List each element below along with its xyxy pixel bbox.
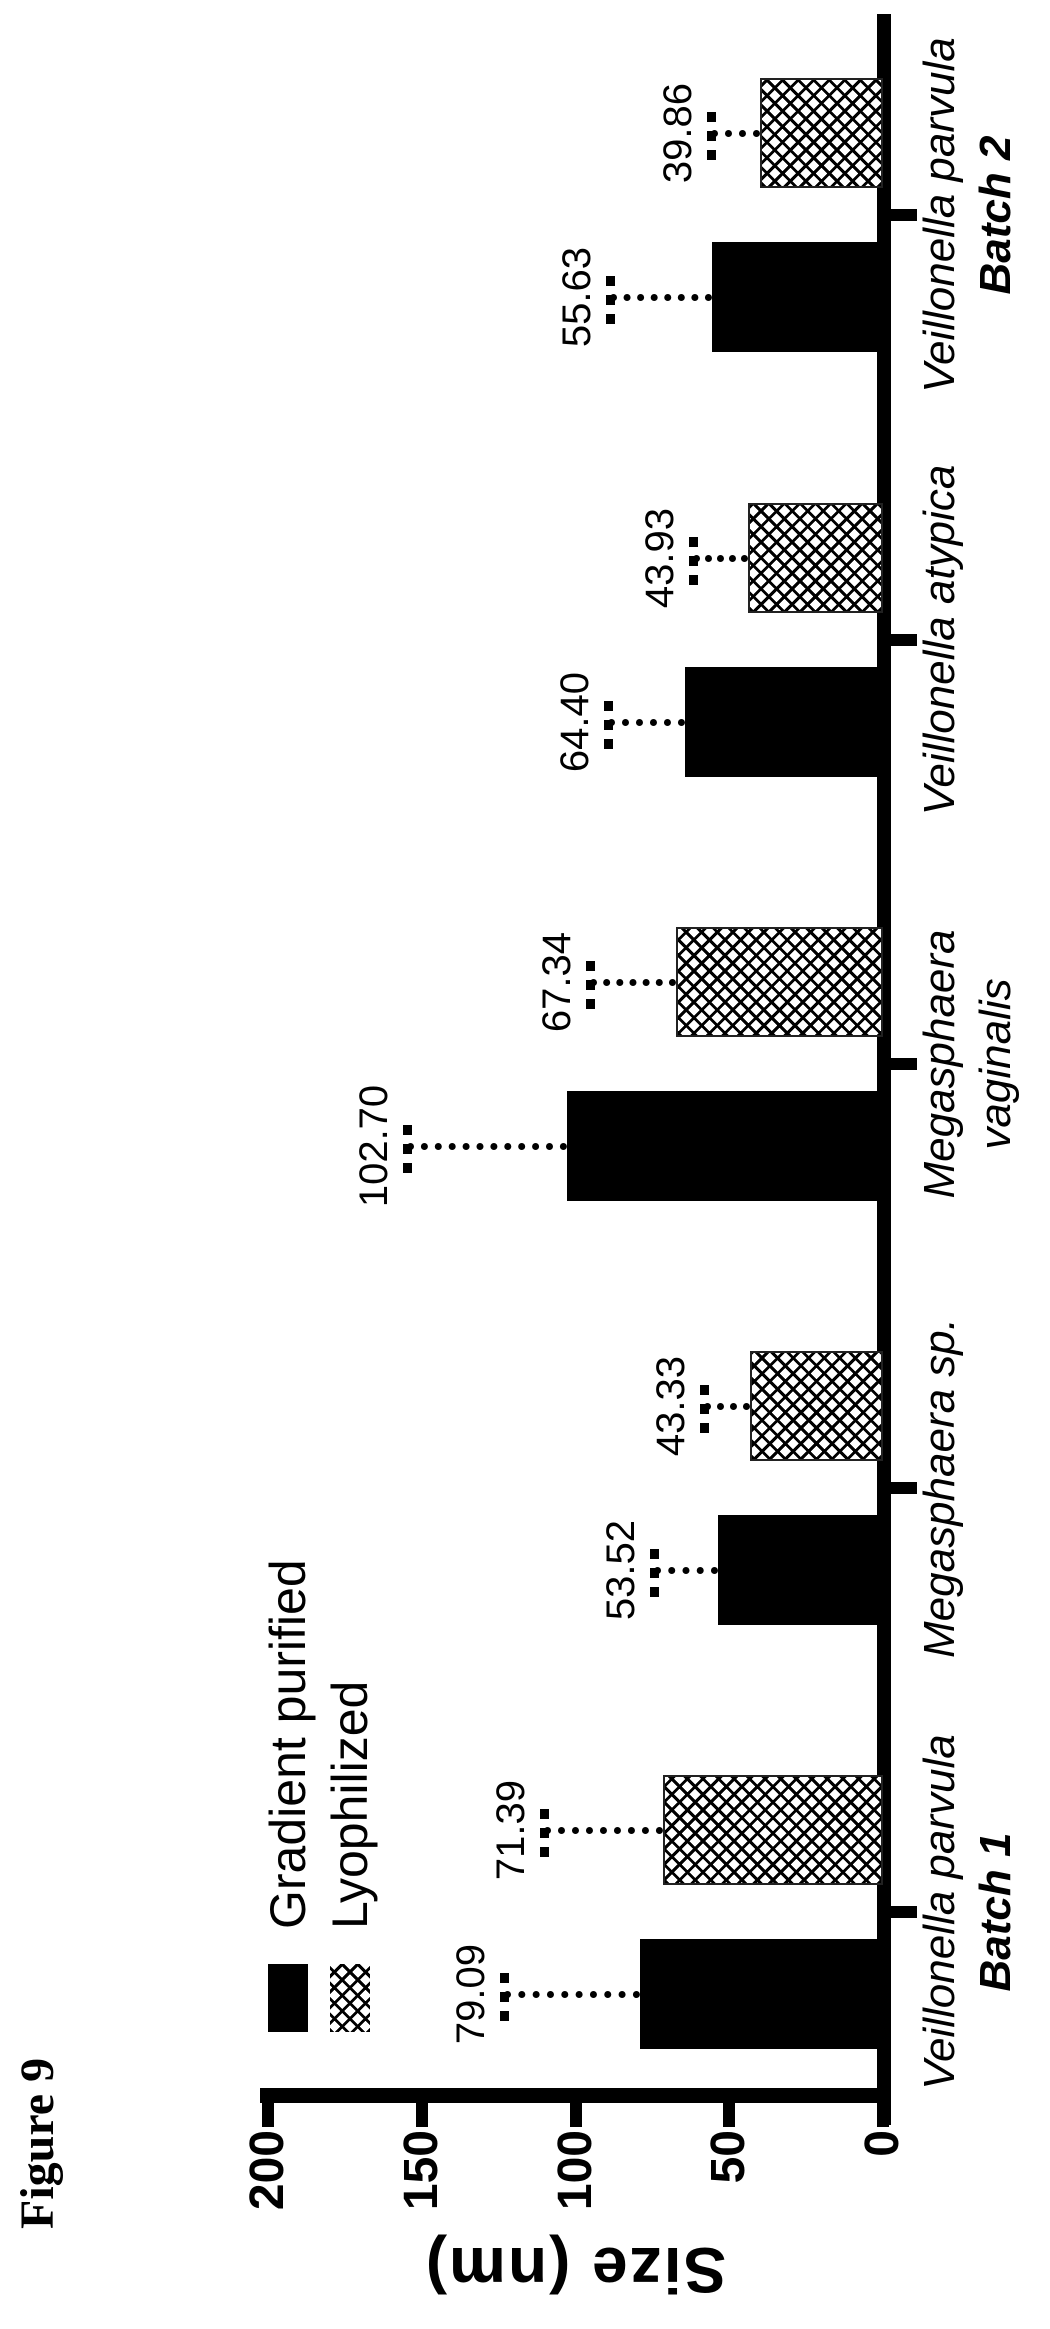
bar xyxy=(684,667,883,777)
bar xyxy=(663,1775,883,1885)
error-bar-cap xyxy=(707,106,717,160)
category-label-line2: Batch 1 xyxy=(971,1832,1020,1992)
error-bar xyxy=(504,1991,640,1998)
category-label-line1: Megasphaera xyxy=(915,929,964,1199)
value-label: 55.63 xyxy=(555,246,600,348)
bar xyxy=(567,1091,883,1201)
bar xyxy=(718,1515,883,1625)
error-bar-cap xyxy=(539,1803,549,1857)
value-label: 43.93 xyxy=(637,507,682,609)
value-label: 64.40 xyxy=(553,671,598,773)
bar xyxy=(711,242,883,352)
value-label: 53.52 xyxy=(598,1519,643,1621)
y-tick-label: 50 xyxy=(702,2130,756,2184)
category-label-line1: Veillonella parvula xyxy=(915,1734,964,2090)
y-tick xyxy=(723,2103,736,2127)
category-label-line1: Veillonella parvula xyxy=(915,37,964,393)
legend-swatch-gradient-purified xyxy=(268,1964,308,2032)
y-tick xyxy=(569,2103,582,2127)
y-tick xyxy=(262,2103,274,2127)
error-bar-cap xyxy=(604,695,614,749)
category-label-line2: vaginalis xyxy=(971,978,1020,1150)
value-label: 39.86 xyxy=(656,82,701,184)
value-label: 102.70 xyxy=(352,1084,397,1208)
legend-swatch-lyophilized xyxy=(330,1964,370,2032)
y-tick-label: 0 xyxy=(856,2130,909,2157)
category-label-line1: Megasphaera sp. xyxy=(915,1318,964,1658)
bar xyxy=(639,1939,883,2049)
bar xyxy=(747,503,883,613)
category-label-line2: Batch 2 xyxy=(971,135,1020,295)
value-label: 79.09 xyxy=(449,1943,494,2045)
legend-label-gradient-purified: Gradient purified xyxy=(260,1559,316,1929)
y-axis-line xyxy=(260,2088,891,2103)
error-bar xyxy=(692,555,748,562)
value-label: 43.33 xyxy=(648,1355,693,1457)
error-bar-cap xyxy=(500,1967,510,2021)
error-bar xyxy=(711,130,761,137)
error-bar-cap xyxy=(403,1119,413,1173)
category-label-line1: Veillonella atypica xyxy=(915,464,964,816)
error-bar-cap xyxy=(649,1543,659,1597)
error-bar xyxy=(608,719,685,726)
error-bar xyxy=(653,1567,719,1574)
y-tick-label: 100 xyxy=(548,2130,602,2211)
value-label: 71.39 xyxy=(488,1779,533,1881)
value-label: 67.34 xyxy=(534,931,579,1033)
error-bar xyxy=(543,1827,664,1834)
error-bar xyxy=(407,1143,568,1150)
error-bar-cap xyxy=(699,1379,709,1433)
error-bar xyxy=(610,294,712,301)
y-tick-label: 200 xyxy=(241,2130,294,2211)
error-bar-cap xyxy=(688,531,698,585)
y-tick xyxy=(415,2103,428,2127)
error-bar-cap xyxy=(585,955,595,1009)
legend-label-lyophilized: Lyophilized xyxy=(322,1680,378,1929)
bar xyxy=(760,78,883,188)
bar xyxy=(675,927,883,1037)
y-tick xyxy=(877,2103,889,2127)
bar xyxy=(749,1351,883,1461)
y-tick-label: 150 xyxy=(394,2130,448,2211)
error-bar xyxy=(589,979,676,986)
error-bar-cap xyxy=(606,270,616,324)
error-bar xyxy=(703,1403,750,1410)
